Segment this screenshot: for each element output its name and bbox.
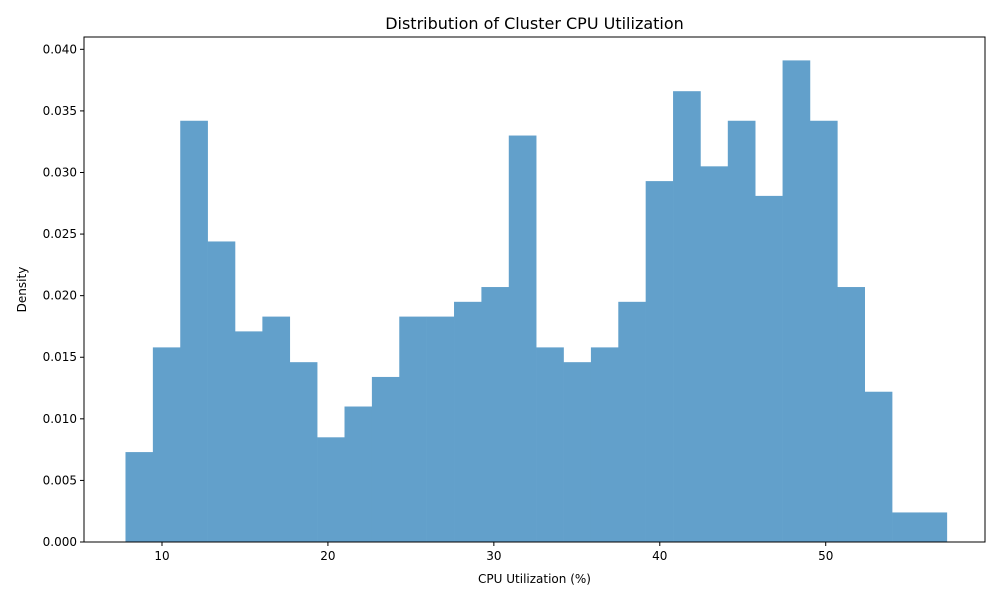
histogram-bar — [180, 120, 208, 542]
histogram-bar — [809, 120, 838, 542]
histogram-bar — [344, 406, 373, 542]
histogram-bar — [508, 135, 537, 542]
y-tick-label: 0.040 — [43, 42, 77, 56]
y-tick-label: 0.030 — [43, 165, 77, 179]
histogram-bar — [125, 452, 154, 542]
y-tick-label: 0.025 — [43, 227, 77, 241]
histogram-bar — [618, 301, 646, 542]
x-tick-label: 10 — [154, 549, 169, 563]
histogram-bar — [399, 316, 427, 542]
histogram-bars — [125, 60, 948, 543]
histogram-bar — [755, 195, 783, 542]
histogram-bar — [454, 301, 482, 542]
plot-frame — [83, 36, 986, 543]
y-tick-label: 0.035 — [43, 104, 77, 118]
y-tick-label: 0.005 — [43, 473, 77, 487]
chart-title: Distribution of Cluster CPU Utilization — [385, 14, 684, 33]
y-tick-label: 0.020 — [43, 289, 77, 303]
histogram-bar — [317, 437, 345, 542]
histogram-bar — [371, 376, 400, 542]
histogram-bar — [152, 347, 181, 542]
histogram-bar — [289, 362, 318, 542]
histogram-bar — [645, 181, 674, 543]
histogram-bar — [919, 512, 948, 542]
x-tick-label: 20 — [320, 549, 335, 563]
x-tick-label: 30 — [486, 549, 501, 563]
histogram-bar — [262, 316, 291, 542]
y-tick-label: 0.015 — [43, 350, 77, 364]
histogram-bar — [782, 60, 811, 543]
y-axis: 0.000 0.005 0.010 0.015 0.020 0.025 0.030 0.035… — [43, 42, 84, 549]
histogram-bar — [234, 331, 263, 542]
histogram-bar — [536, 347, 564, 542]
histogram-bar — [590, 347, 619, 542]
x-tick-label: 50 — [818, 549, 833, 563]
x-axis-label: CPU Utilization (%) — [478, 572, 591, 586]
histogram-bar — [700, 166, 729, 542]
x-axis: 10 20 30 40 50 — [154, 542, 833, 563]
histogram-bar — [563, 362, 592, 542]
histogram-bar — [892, 512, 920, 542]
histogram-bar — [727, 120, 756, 542]
histogram-bar — [481, 287, 510, 542]
y-tick-label: 0.010 — [43, 412, 77, 426]
histogram-bar — [426, 316, 455, 542]
y-tick-label: 0.000 — [43, 535, 77, 549]
x-tick-label: 40 — [652, 549, 667, 563]
histogram-bar — [207, 241, 236, 542]
histogram-bar — [864, 391, 893, 542]
histogram-bar — [673, 91, 701, 542]
y-axis-label: Density — [15, 267, 29, 313]
histogram-bar — [837, 287, 866, 542]
